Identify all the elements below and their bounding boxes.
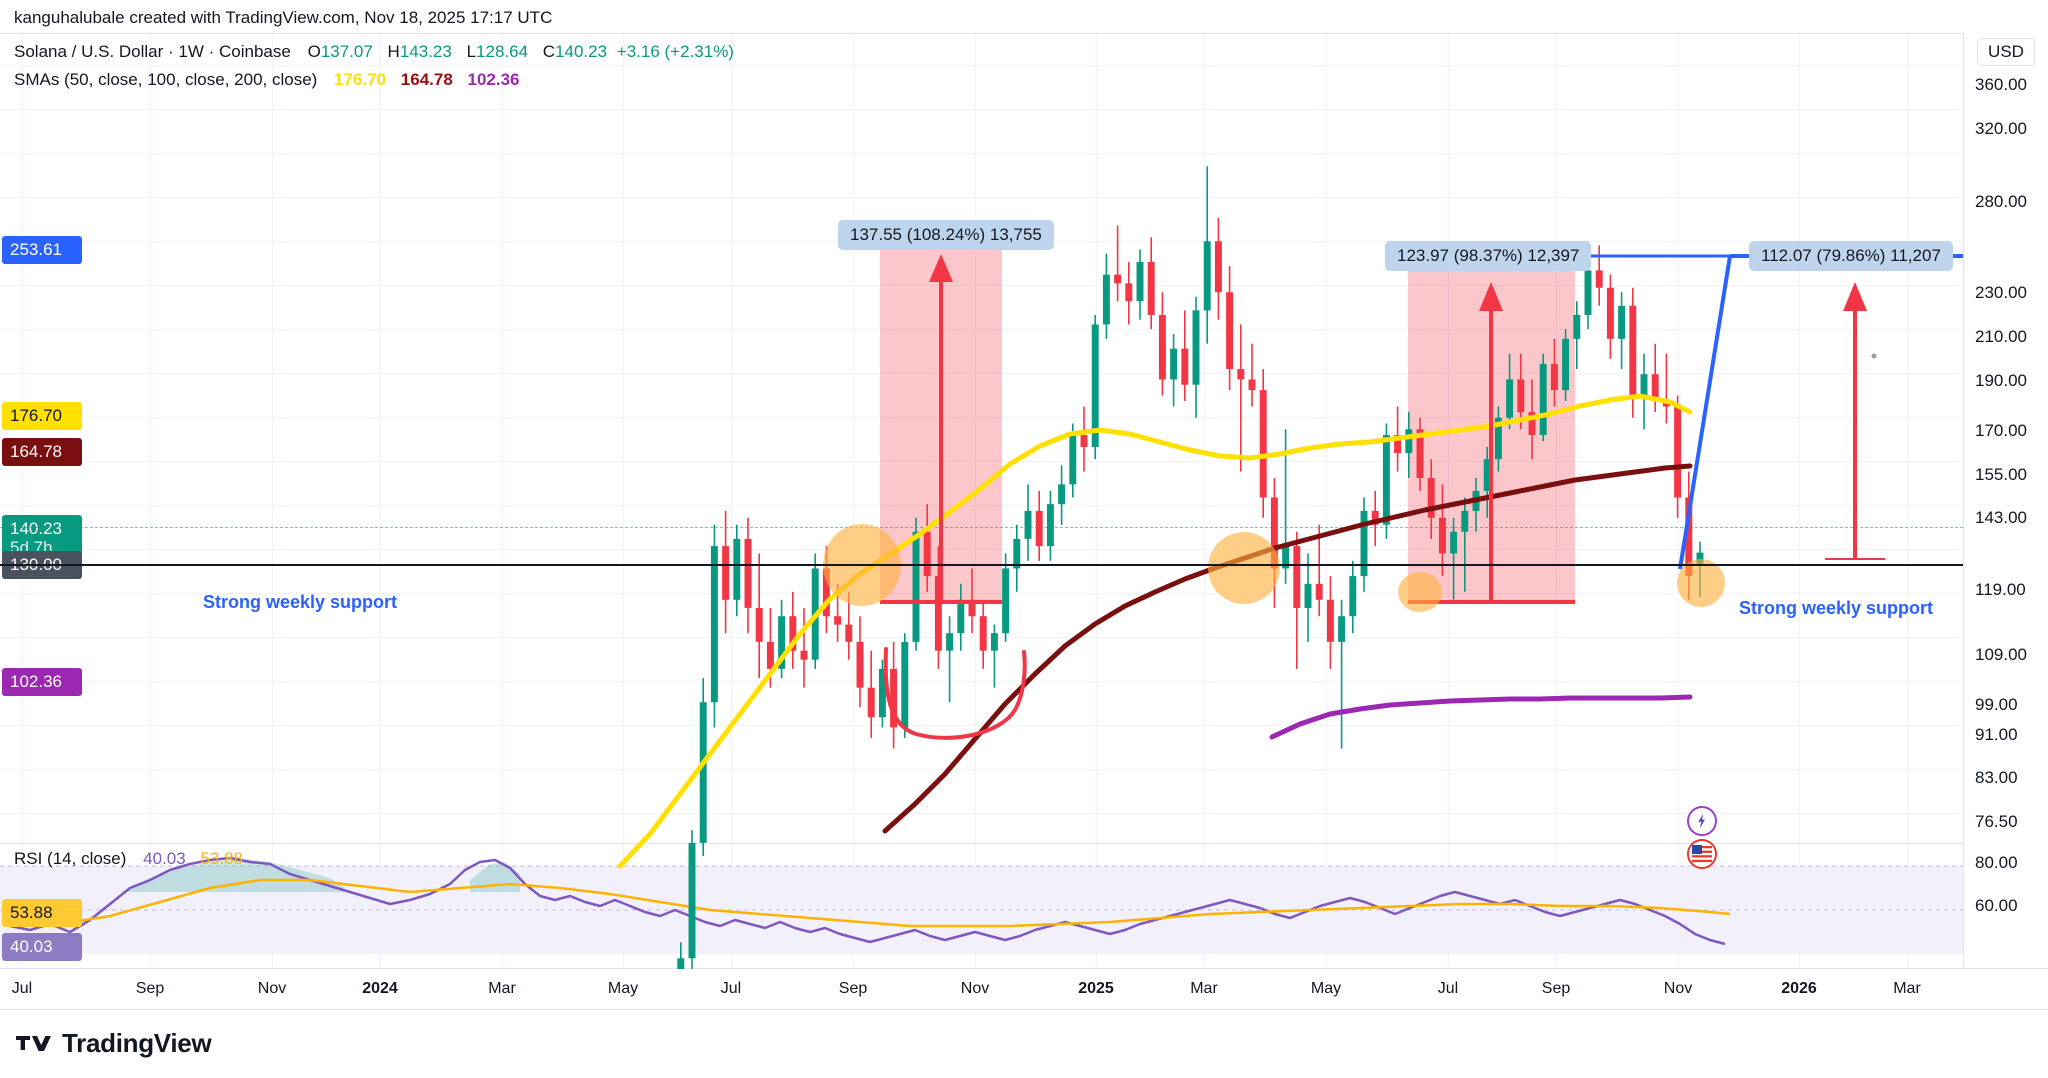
measurement-arrow-3	[1825, 282, 1885, 560]
support-touch-ellipse-3[interactable]	[1398, 572, 1442, 612]
brand-name: TradingView	[62, 1028, 212, 1058]
price-tick-170: 170.00	[1975, 421, 2027, 440]
open-value: 137.07	[320, 42, 373, 61]
symbol-ohlc-row: Solana / U.S. Dollar · 1W · Coinbase O13…	[14, 40, 734, 65]
sma50-price-label[interactable]: 176.70	[2, 402, 82, 430]
support-label-right[interactable]: Strong weekly support	[1739, 598, 1934, 618]
close-label: C	[542, 42, 556, 61]
time-tick-12: Jul	[1437, 980, 1459, 997]
time-tick-11: May	[1310, 980, 1342, 997]
red-u-annotation	[883, 647, 1027, 740]
price-tick-190: 190.00	[1975, 371, 2027, 390]
price-tick-320: 320.00	[1975, 119, 2027, 138]
price-tick-210: 210.00	[1975, 327, 2027, 346]
rsi-line	[9, 856, 1726, 946]
high-value: 143.23	[399, 42, 452, 61]
measurement-arrow-2	[1408, 254, 1575, 604]
time-tick-10: Mar	[1190, 980, 1218, 997]
currency-badge[interactable]: USD	[1977, 38, 2035, 66]
rsi-tick-60: 60.00	[1975, 896, 2018, 915]
time-tick-15: 2026	[1781, 980, 1817, 997]
time-tick-3: 2024	[362, 980, 398, 997]
open-label: O	[307, 42, 321, 61]
support-touch-ellipse-2[interactable]	[1208, 532, 1280, 604]
rsi-ma-line	[10, 878, 1731, 928]
time-tick-1: Sep	[135, 980, 165, 997]
lightning-bolt-icon	[1698, 813, 1705, 829]
rsi-tick-80: 80.00	[1975, 853, 2018, 872]
chart-series-svg	[617, 166, 1963, 969]
tradingview-logo-icon	[16, 1035, 51, 1051]
time-tick-13: Sep	[1541, 980, 1571, 997]
time-tick-9: 2025	[1078, 980, 1114, 997]
symbol-title[interactable]: Solana / U.S. Dollar · 1W · Coinbase	[14, 42, 291, 61]
chart-legend[interactable]: Solana / U.S. Dollar · 1W · Coinbase O13…	[14, 40, 734, 92]
attribution-text: kanguhalubale created with TradingView.c…	[14, 8, 553, 27]
price-tick-91: 91.00	[1975, 725, 2018, 744]
support-label-left[interactable]: Strong weekly support	[203, 592, 398, 612]
price-tick-155: 155.00	[1975, 465, 2027, 484]
measurement-label-3[interactable]: 112.07 (79.86%) 11,207	[1749, 241, 1953, 271]
us-flag-icon[interactable]	[1687, 839, 1717, 869]
support-horizontal-line[interactable]	[0, 564, 1963, 566]
rsi-title: RSI (14, close)	[14, 849, 127, 868]
time-axis[interactable]: Jul Sep Nov 2024 Mar May Jul Sep Nov 2025 Mar May Ju…	[0, 968, 2048, 1010]
time-tick-5: May	[607, 980, 639, 997]
sma200-price-label[interactable]: 102.36	[2, 668, 82, 696]
support-touch-ellipse-4[interactable]	[1677, 559, 1725, 607]
price-tick-76: 76.50	[1975, 812, 2018, 831]
trendline-price-label[interactable]: 253.61	[2, 236, 82, 264]
close-value: 140.23	[555, 42, 608, 61]
rsi-overbought-fill-1	[120, 858, 345, 892]
price-change: +3.16 (+2.31%)	[616, 42, 734, 61]
sma200-line	[1269, 694, 1693, 740]
price-axis[interactable]	[1963, 33, 2048, 968]
rsi-pane[interactable]	[0, 843, 1963, 968]
high-label: H	[387, 42, 400, 61]
price-tick-99: 99.00	[1975, 695, 2018, 714]
time-tick-7: Sep	[838, 980, 868, 997]
low-label: L	[466, 42, 477, 61]
last-price-dashed-line	[0, 527, 1963, 528]
last-price-value: 140.23	[10, 518, 62, 538]
sma50-line	[617, 393, 1693, 869]
sma100-price-label[interactable]: 164.78	[2, 438, 82, 466]
time-tick-6: Jul	[720, 980, 742, 997]
rsi-price-label[interactable]: 40.03	[2, 933, 82, 961]
tradingview-brand[interactable]: TradingView	[16, 1028, 212, 1059]
price-tick-230: 230.00	[1975, 283, 2027, 302]
time-tick-2: Nov	[257, 980, 287, 997]
sma-title: SMAs (50, close, 100, close, 200, close)	[14, 69, 318, 89]
price-tick-119: 119.00	[1975, 580, 2026, 599]
price-tick-280: 280.00	[1975, 192, 2027, 211]
sma-legend-row[interactable]: SMAs (50, close, 100, close, 200, close)…	[14, 68, 734, 93]
flag-glyph-icon	[1692, 844, 1712, 864]
time-tick-0: Jul	[11, 980, 33, 997]
rsi-ma-price-label[interactable]: 53.88	[2, 899, 82, 927]
measurement-label-1[interactable]: 137.55 (108.24%) 13,755	[838, 220, 1054, 250]
sma100-value: 164.78	[400, 69, 453, 89]
rsi-legend[interactable]: RSI (14, close) 40.03 53.88	[14, 849, 243, 869]
time-tick-16: Mar	[1893, 980, 1921, 997]
sma50-value: 176.70	[334, 69, 387, 89]
candlestick-series	[677, 166, 1704, 969]
time-tick-8: Nov	[960, 980, 990, 997]
sma100-line	[882, 463, 1693, 834]
rsi-series-svg	[0, 856, 1963, 946]
chart-plot-area[interactable]: 137.55 (108.24%) 13,755 123.97 (98.37%) …	[0, 33, 1963, 969]
measurement-label-2[interactable]: 123.97 (98.37%) 12,397	[1385, 241, 1592, 271]
dot-annotation	[1871, 353, 1877, 359]
rsi-value: 40.03	[143, 849, 186, 868]
ai-spark-icon[interactable]	[1687, 806, 1717, 836]
low-value: 128.64	[476, 42, 529, 61]
price-tick-143: 143.00	[1975, 508, 2027, 527]
time-tick-4: Mar	[488, 980, 516, 997]
price-tick-360: 360.00	[1975, 75, 2027, 94]
price-tick-109: 109.00	[1975, 645, 2027, 664]
sma200-value: 102.36	[467, 69, 520, 89]
rsi-ma-value: 53.88	[200, 849, 243, 868]
price-tick-83: 83.00	[1975, 768, 2018, 787]
time-tick-14: Nov	[1663, 980, 1693, 997]
